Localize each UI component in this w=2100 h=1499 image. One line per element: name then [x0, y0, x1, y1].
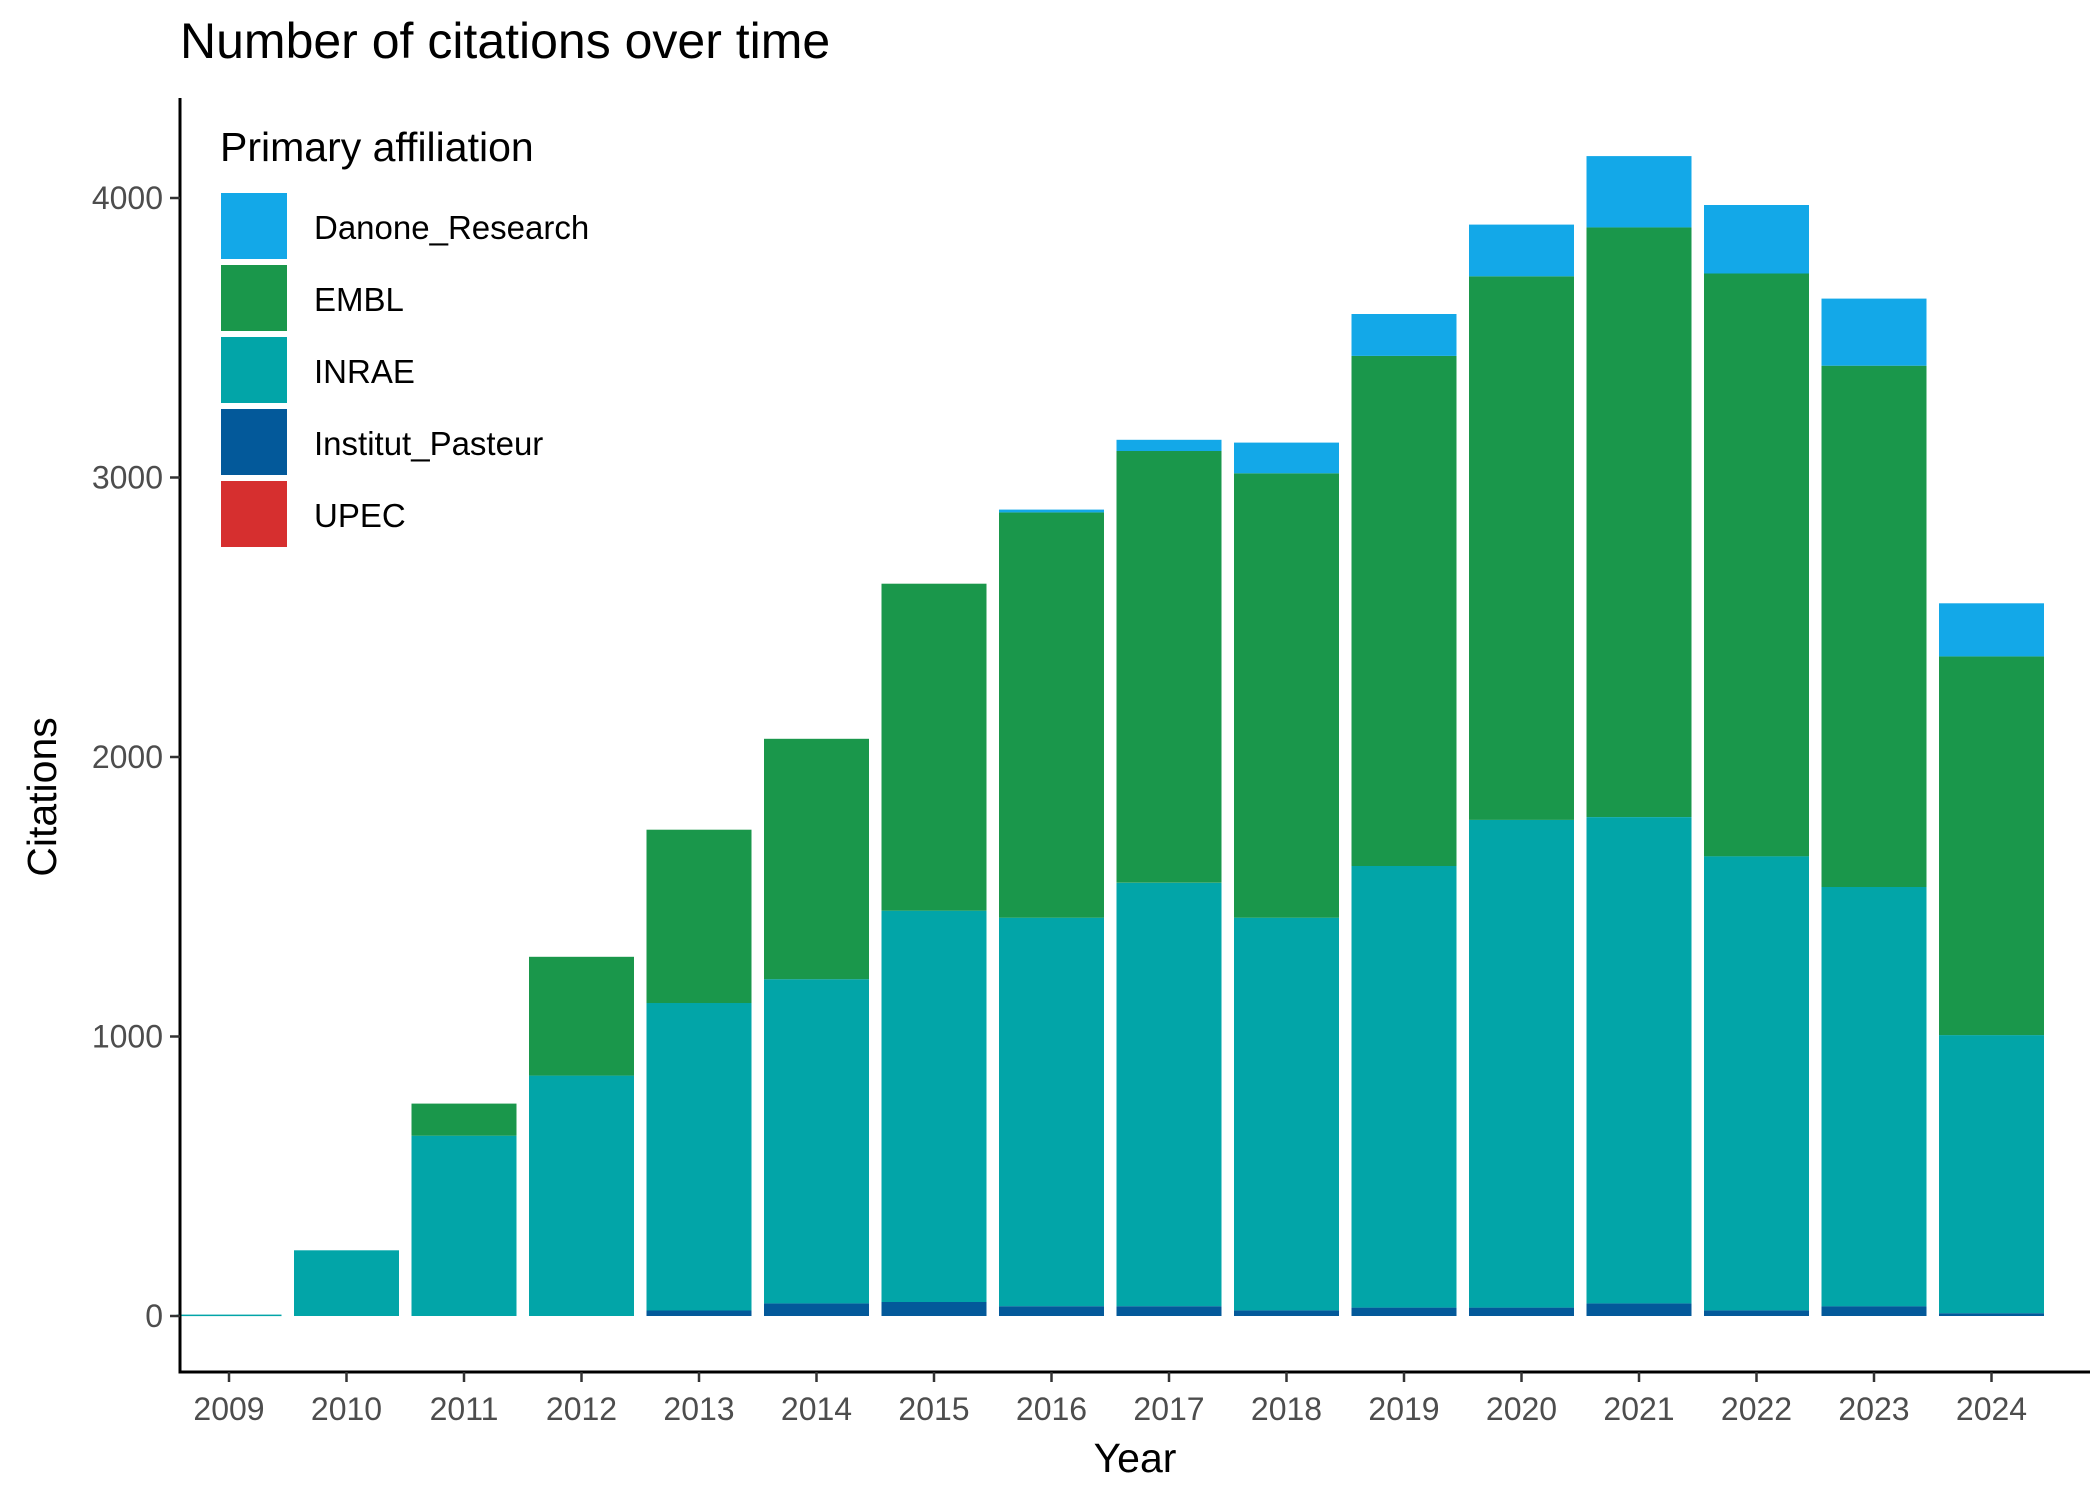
- bar-embl-2011: [411, 1103, 517, 1136]
- y-tick-label: 2000: [92, 739, 163, 775]
- x-tick-label: 2009: [193, 1391, 264, 1427]
- x-tick-label: 2023: [1838, 1391, 1909, 1427]
- bars-layer: [176, 156, 2044, 1317]
- x-tick-label: 2017: [1133, 1391, 1204, 1427]
- x-tick-label: 2015: [898, 1391, 969, 1427]
- bar-danone-research-2020: [1469, 224, 1574, 277]
- bar-embl-2016: [999, 512, 1104, 918]
- bar-embl-2022: [1704, 273, 1809, 857]
- bar-inrae-2022: [1704, 856, 1809, 1311]
- x-tick-label: 2022: [1721, 1391, 1792, 1427]
- legend-label-inrae: INRAE: [314, 353, 415, 390]
- legend-key-inrae: [221, 337, 287, 403]
- bar-danone-research-2016: [999, 509, 1104, 513]
- bar-embl-2017: [1116, 450, 1222, 883]
- x-tick-label: 2019: [1368, 1391, 1439, 1427]
- bar-institut-pasteur-2013: [646, 1310, 752, 1316]
- bar-embl-2013: [646, 829, 752, 1003]
- bar-inrae-2024: [1939, 1035, 2044, 1314]
- bar-inrae-2012: [529, 1075, 634, 1316]
- bar-danone-research-2022: [1704, 205, 1809, 274]
- x-tick-label: 2016: [1016, 1391, 1087, 1427]
- y-tick-label: 0: [145, 1298, 163, 1334]
- x-tick-label: 2021: [1603, 1391, 1674, 1427]
- y-tick-label: 3000: [92, 460, 163, 496]
- bar-embl-2018: [1234, 473, 1339, 918]
- bar-institut-pasteur-2014: [764, 1303, 869, 1316]
- bar-danone-research-2023: [1821, 298, 1927, 366]
- bar-inrae-2018: [1234, 917, 1339, 1311]
- chart-title: Number of citations over time: [180, 13, 830, 69]
- x-tick-label: 2020: [1486, 1391, 1557, 1427]
- bar-danone-research-2024: [1939, 603, 2044, 657]
- legend-key-upec: [221, 481, 287, 547]
- bar-institut-pasteur-2024: [1939, 1313, 2044, 1316]
- bar-danone-research-2018: [1234, 442, 1339, 474]
- bar-institut-pasteur-2018: [1234, 1310, 1339, 1316]
- axes-layer: 0 1000 2000 3000 4000 2009 2010 2011 2012 2013 201…: [92, 98, 2090, 1427]
- y-tick-label: 4000: [92, 180, 163, 216]
- bar-institut-pasteur-2019: [1351, 1307, 1457, 1316]
- bar-inrae-2019: [1351, 866, 1457, 1308]
- x-tick-label: 2018: [1251, 1391, 1322, 1427]
- bar-institut-pasteur-2017: [1116, 1306, 1222, 1316]
- bar-inrae-2015: [881, 910, 987, 1302]
- legend-label-upec: UPEC: [314, 497, 406, 534]
- x-tick-label: 2010: [311, 1391, 382, 1427]
- bar-inrae-2020: [1469, 819, 1574, 1308]
- legend-title: Primary affiliation: [220, 124, 534, 170]
- legend-key-institut-pasteur: [221, 409, 287, 475]
- bar-embl-2020: [1469, 276, 1574, 820]
- legend-key-embl: [221, 265, 287, 331]
- bar-embl-2024: [1939, 656, 2044, 1036]
- legend-label-embl: EMBL: [314, 281, 404, 318]
- x-tick-label: 2024: [1956, 1391, 2027, 1427]
- x-axis-title: Year: [1094, 1435, 1177, 1481]
- x-tick-label: 2011: [430, 1391, 499, 1427]
- x-tick-label: 2013: [663, 1391, 734, 1427]
- bar-inrae-2023: [1821, 887, 1927, 1307]
- bar-danone-research-2021: [1586, 156, 1692, 228]
- bar-inrae-2017: [1116, 882, 1222, 1307]
- x-tick-label: 2012: [546, 1391, 617, 1427]
- bar-embl-2014: [764, 738, 869, 980]
- bar-institut-pasteur-2022: [1704, 1310, 1809, 1316]
- bar-embl-2021: [1586, 227, 1692, 818]
- bar-inrae-2014: [764, 979, 869, 1304]
- bar-embl-2019: [1351, 355, 1457, 866]
- bar-danone-research-2017: [1116, 439, 1222, 451]
- bar-institut-pasteur-2020: [1469, 1307, 1574, 1316]
- bar-embl-2012: [529, 956, 634, 1076]
- bar-danone-research-2019: [1351, 314, 1457, 356]
- legend-key-danone-research: [221, 193, 287, 259]
- x-tick-label: 2014: [781, 1391, 852, 1427]
- bar-institut-pasteur-2023: [1821, 1306, 1927, 1316]
- bar-institut-pasteur-2021: [1586, 1303, 1692, 1316]
- bar-inrae-2011: [411, 1135, 517, 1316]
- bar-embl-2023: [1821, 365, 1927, 887]
- bar-inrae-2009: [176, 1314, 282, 1317]
- legend: Primary affiliation Danone_Research EMBL I…: [220, 124, 589, 547]
- bar-inrae-2013: [646, 1003, 752, 1311]
- legend-label-danone-research: Danone_Research: [314, 209, 589, 246]
- legend-label-institut-pasteur: Institut_Pasteur: [314, 425, 543, 462]
- bar-institut-pasteur-2015: [881, 1302, 987, 1316]
- y-axis-title: Citations: [19, 717, 65, 877]
- y-tick-label: 1000: [92, 1019, 163, 1055]
- bar-inrae-2021: [1586, 817, 1692, 1304]
- bar-inrae-2016: [999, 917, 1104, 1307]
- bar-institut-pasteur-2016: [999, 1306, 1104, 1316]
- bar-embl-2015: [881, 583, 987, 911]
- bar-inrae-2010: [294, 1250, 399, 1316]
